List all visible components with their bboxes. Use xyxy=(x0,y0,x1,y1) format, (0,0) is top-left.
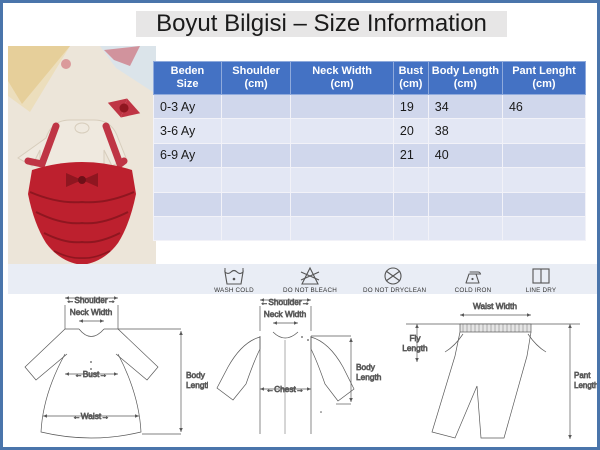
svg-text:Length: Length xyxy=(402,343,428,353)
svg-text:Pant: Pant xyxy=(574,371,591,380)
svg-text:←Bust→: ←Bust→ xyxy=(74,369,107,379)
svg-text:←Shoulder→: ←Shoulder→ xyxy=(66,295,116,305)
svg-text:Waist Width: Waist Width xyxy=(473,301,517,311)
svg-text:←Shoulder→: ←Shoulder→ xyxy=(260,297,310,307)
svg-text:Length: Length xyxy=(186,380,208,390)
svg-text:Length: Length xyxy=(356,372,382,382)
svg-text:Length: Length xyxy=(574,381,598,390)
svg-text:Body: Body xyxy=(356,362,376,372)
svg-text:Neck Width: Neck Width xyxy=(70,307,113,317)
svg-text:Fly: Fly xyxy=(409,333,421,343)
svg-text:←Waist→: ←Waist→ xyxy=(72,411,109,421)
svg-text:Neck Width: Neck Width xyxy=(264,309,307,319)
svg-text:Body: Body xyxy=(186,370,206,380)
svg-text:←Chest→: ←Chest→ xyxy=(266,384,304,394)
